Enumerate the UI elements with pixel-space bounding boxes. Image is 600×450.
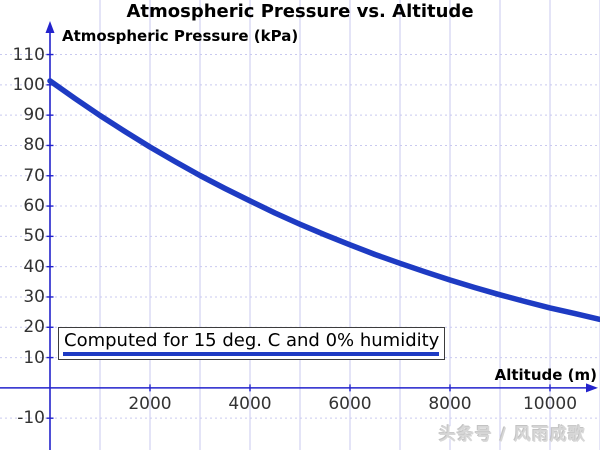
- watermark: 头条号 / 风雨成歌: [438, 425, 586, 445]
- y-tick-label: 30: [23, 286, 45, 307]
- x-axis-label: Altitude (m): [494, 366, 597, 384]
- x-tick-label: 8000: [428, 393, 472, 414]
- pressure-curve: [47, 78, 600, 323]
- y-tick-label: 20: [23, 317, 45, 338]
- x-tick-label: 6000: [328, 393, 372, 414]
- annotation-text: Computed for 15 deg. C and 0% humidity: [64, 330, 440, 351]
- x-tick-label: 10000: [522, 393, 578, 414]
- x-tick-label: 4000: [228, 393, 272, 414]
- x-axis-arrow-icon: [586, 383, 598, 393]
- y-tick-label: 40: [23, 256, 45, 277]
- y-axis-label: Atmospheric Pressure (kPa): [62, 27, 299, 45]
- y-tick-label: -10: [17, 408, 45, 429]
- y-tick-label: 50: [23, 226, 45, 247]
- annotation-box: Computed for 15 deg. C and 0% humidity: [58, 327, 445, 360]
- y-tick-label: 70: [23, 165, 45, 186]
- y-tick-label: 60: [23, 196, 45, 217]
- y-tick-label: 90: [23, 105, 45, 126]
- y-tick-label: 100: [12, 74, 45, 95]
- chart-title: Atmospheric Pressure vs. Altitude: [126, 1, 474, 22]
- y-tick-label: 80: [23, 135, 45, 156]
- x-tick-label: 2000: [128, 393, 172, 414]
- y-axis-arrow-icon: [45, 21, 55, 33]
- y-tick-label: 110: [12, 44, 45, 65]
- y-tick-label: 10: [23, 347, 45, 368]
- annotation-underline: [63, 352, 439, 356]
